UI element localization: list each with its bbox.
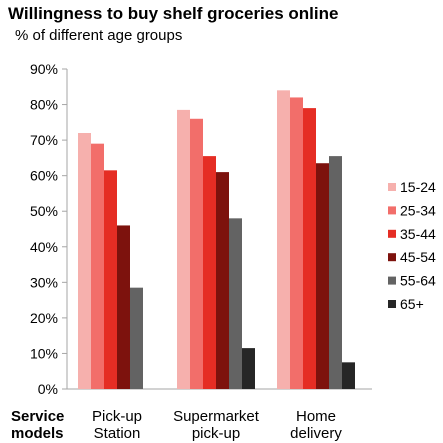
y-tick-label: 0%: [38, 381, 58, 397]
bar-25-34-3: [290, 97, 303, 389]
legend-label: 65+: [400, 296, 424, 312]
y-tick-label: 80%: [30, 97, 58, 113]
y-tick-label: 90%: [30, 61, 58, 77]
bars: [78, 90, 355, 390]
category-label-line: delivery: [290, 425, 342, 442]
legend-swatch: [388, 253, 396, 262]
bar-45-54-3: [316, 163, 329, 389]
y-tick-label: 30%: [30, 274, 58, 290]
category-label-line: pick-up: [192, 425, 240, 442]
legend-label: 55-64: [400, 273, 436, 289]
legend: 15-24 25-34 35-44 45-54 55-64 65+: [388, 179, 436, 312]
bar-25-34-2: [190, 118, 203, 390]
x-axis-title: Service models: [11, 408, 64, 442]
bar-25-34-1: [91, 143, 104, 389]
legend-label: 15-24: [400, 179, 436, 195]
chart-title: Willingness to buy shelf groceries onlin…: [8, 4, 339, 23]
bar-55-64-2: [229, 218, 242, 389]
y-tick-label: 10%: [30, 345, 58, 361]
bar-15-24-2: [177, 109, 190, 389]
axis-labels: Pick-up Station Supermarket pick-up Home deli…: [11, 408, 342, 442]
category-label: Supermarket pick-up: [173, 408, 260, 442]
legend-label: 25-34: [400, 202, 436, 218]
y-tick-label: 70%: [30, 132, 58, 148]
legend-swatch: [388, 276, 396, 285]
legend-swatch: [388, 300, 396, 308]
category-label: Home delivery: [290, 408, 342, 442]
y-tick-label: 20%: [30, 310, 58, 326]
category-label: Pick-up Station: [92, 408, 142, 442]
y-tick-label: 40%: [30, 239, 58, 255]
bar-55-64-1: [130, 287, 143, 389]
x-axis-title-line: models: [11, 425, 64, 442]
legend-label: 35-44: [400, 226, 436, 242]
bar-15-24-3: [277, 90, 290, 389]
legend-label: 45-54: [400, 249, 436, 265]
bar-35-44-1: [104, 170, 117, 389]
legend-swatch: [388, 183, 396, 191]
bar-15-24-1: [78, 133, 91, 389]
category-label-line: Supermarket: [173, 408, 260, 425]
bar-65+-3: [342, 362, 355, 389]
bar-35-44-3: [303, 108, 316, 389]
bar-35-44-2: [203, 156, 216, 389]
legend-swatch: [388, 206, 396, 215]
category-label-line: Home: [296, 408, 336, 425]
chart-subtitle: % of different age groups: [15, 27, 183, 44]
bar-55-64-3: [329, 156, 342, 389]
legend-swatch: [388, 229, 396, 238]
bar-45-54-2: [216, 172, 229, 389]
y-tick-label: 60%: [30, 168, 58, 184]
bar-45-54-1: [117, 225, 130, 389]
category-label-line: Pick-up: [92, 408, 142, 425]
x-axis-title-line: Service: [11, 408, 64, 425]
y-tick-label: 50%: [30, 203, 58, 219]
category-label-line: Station: [94, 425, 141, 442]
bar-65+-2: [242, 348, 255, 389]
